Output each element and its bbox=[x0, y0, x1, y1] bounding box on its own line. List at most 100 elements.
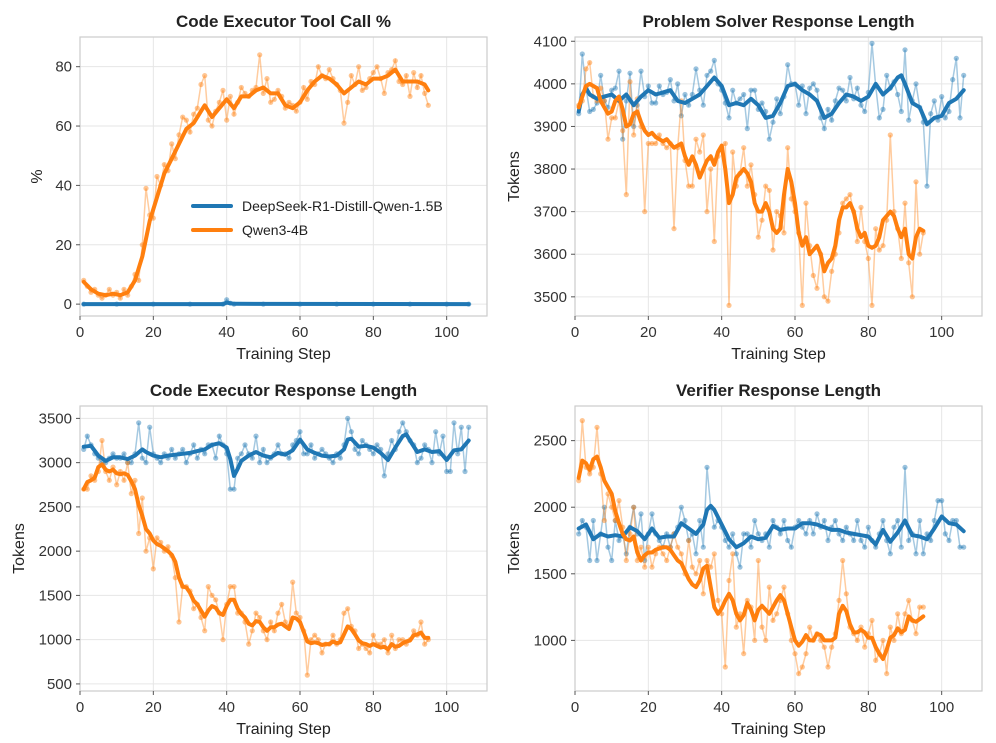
plot-frame bbox=[574, 405, 983, 692]
data-point bbox=[836, 85, 842, 91]
data-point bbox=[803, 200, 809, 206]
data-point bbox=[704, 464, 710, 470]
data-point bbox=[363, 645, 369, 652]
data-point bbox=[700, 591, 706, 597]
data-point bbox=[422, 90, 428, 96]
data-point bbox=[678, 551, 684, 557]
y-tick-label: 2000 bbox=[534, 499, 567, 516]
data-point bbox=[326, 67, 332, 73]
data-point bbox=[268, 619, 274, 625]
data-point bbox=[748, 87, 754, 93]
x-axis-label: Training Step bbox=[731, 721, 826, 738]
data-point bbox=[821, 517, 827, 524]
data-point bbox=[301, 451, 307, 457]
data-point bbox=[147, 424, 153, 430]
data-point bbox=[726, 577, 732, 584]
data-point bbox=[330, 460, 336, 466]
data-point bbox=[939, 498, 945, 504]
data-point bbox=[814, 87, 820, 93]
data-point bbox=[99, 437, 105, 444]
y-tick-label: 2500 bbox=[534, 433, 567, 450]
data-point bbox=[917, 604, 923, 610]
data-point bbox=[612, 115, 618, 121]
data-point bbox=[392, 58, 398, 64]
data-point bbox=[935, 498, 941, 504]
data-point bbox=[246, 641, 252, 647]
data-point bbox=[913, 179, 919, 185]
data-point bbox=[345, 606, 351, 612]
data-point bbox=[429, 460, 435, 466]
data-point bbox=[341, 120, 347, 126]
data-point bbox=[807, 624, 813, 630]
data-point bbox=[451, 420, 457, 426]
data-point bbox=[231, 584, 237, 590]
data-point bbox=[257, 614, 263, 621]
data-point bbox=[293, 108, 299, 114]
x-axis-label: Training Step bbox=[731, 346, 826, 363]
data-point bbox=[880, 637, 886, 644]
data-point bbox=[642, 209, 648, 215]
x-tick-label: 80 bbox=[860, 324, 877, 341]
data-point bbox=[840, 200, 846, 206]
data-point bbox=[821, 126, 827, 132]
data-point bbox=[675, 81, 681, 87]
data-point bbox=[396, 429, 402, 435]
data-point bbox=[227, 584, 233, 590]
x-tick-label: 0 bbox=[571, 324, 579, 341]
data-point bbox=[891, 524, 897, 530]
data-point bbox=[616, 68, 622, 74]
data-point bbox=[902, 464, 908, 470]
data-point bbox=[609, 87, 615, 93]
data-point bbox=[730, 551, 736, 557]
data-point bbox=[271, 96, 277, 102]
data-point bbox=[264, 76, 270, 82]
y-tick-label: 3000 bbox=[39, 455, 72, 472]
data-point bbox=[704, 72, 710, 78]
data-point bbox=[631, 132, 637, 138]
data-point bbox=[143, 548, 149, 554]
data-point bbox=[594, 557, 600, 564]
data-point bbox=[370, 70, 376, 76]
data-point bbox=[609, 557, 615, 564]
data-point bbox=[810, 81, 816, 87]
data-point bbox=[704, 209, 710, 215]
data-point bbox=[759, 100, 765, 106]
data-point bbox=[862, 108, 868, 115]
data-point bbox=[433, 429, 439, 435]
data-point bbox=[730, 531, 736, 537]
x-tick-label: 100 bbox=[434, 324, 459, 341]
data-point bbox=[814, 511, 820, 517]
data-point bbox=[645, 83, 651, 89]
data-point bbox=[873, 226, 879, 232]
data-point bbox=[110, 451, 116, 457]
data-point bbox=[150, 566, 156, 572]
data-point bbox=[348, 73, 354, 79]
data-point bbox=[359, 437, 365, 444]
data-point bbox=[865, 524, 871, 530]
data-point bbox=[708, 68, 714, 74]
data-point bbox=[638, 511, 644, 517]
data-point bbox=[154, 173, 160, 180]
data-point bbox=[238, 84, 244, 91]
data-point bbox=[788, 544, 794, 550]
data-point bbox=[796, 102, 802, 108]
data-point bbox=[689, 564, 695, 570]
y-tick-label: 1000 bbox=[39, 632, 72, 649]
data-point bbox=[605, 136, 611, 142]
data-point bbox=[587, 557, 593, 564]
chart-panel-2: 0 20 40 60 80 100 3500 3600 3700 3800 3900 4000 4100… bbox=[506, 12, 983, 363]
data-point bbox=[741, 91, 747, 98]
data-point bbox=[143, 460, 149, 466]
data-point bbox=[114, 482, 120, 488]
data-point bbox=[620, 128, 626, 134]
x-tick-label: 60 bbox=[292, 324, 309, 341]
data-point bbox=[920, 551, 926, 557]
data-point bbox=[418, 619, 424, 625]
data-point bbox=[275, 442, 281, 448]
series-smooth-line bbox=[81, 432, 471, 478]
data-point bbox=[345, 99, 351, 105]
data-point bbox=[125, 460, 131, 466]
data-point bbox=[348, 429, 354, 435]
x-axis-label: Training Step bbox=[236, 721, 331, 738]
data-point bbox=[722, 537, 728, 544]
